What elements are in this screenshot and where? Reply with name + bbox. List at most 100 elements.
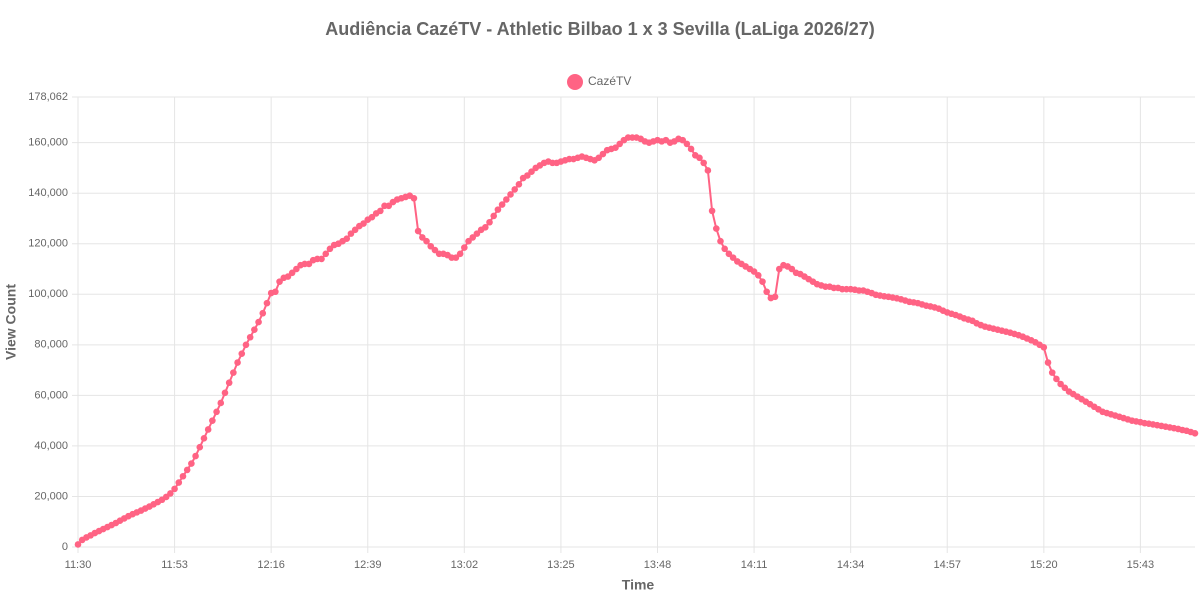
data-point (288, 269, 296, 277)
data-point (461, 244, 468, 251)
data-point (242, 341, 250, 349)
data-point (251, 326, 258, 333)
data-point (708, 207, 716, 215)
data-point (1048, 369, 1056, 376)
data-point (717, 237, 724, 245)
data-point (511, 186, 519, 193)
data-point (528, 168, 535, 176)
data-point (725, 250, 733, 258)
data-point (427, 242, 435, 250)
data-point (1061, 384, 1069, 392)
data-point (494, 206, 502, 213)
data-point (431, 246, 439, 254)
data-point (183, 466, 191, 474)
y-tick-label: 160,000 (28, 137, 68, 149)
data-point (683, 140, 691, 148)
data-point (74, 541, 82, 548)
data-point (486, 218, 493, 226)
data-point (465, 237, 472, 245)
data-point (788, 265, 796, 273)
x-axis-title: Time (622, 577, 655, 593)
data-point (293, 265, 300, 273)
data-point (259, 309, 267, 317)
data-point (700, 159, 707, 167)
data-point (255, 318, 262, 326)
y-tick-label: 20,000 (34, 490, 68, 502)
data-point (385, 202, 393, 210)
data-point (414, 227, 422, 235)
data-point (687, 145, 695, 153)
data-point (200, 435, 208, 442)
data-point (515, 181, 523, 188)
data-point (246, 333, 254, 341)
x-tick-label: 14:11 (741, 559, 768, 571)
data-point (1053, 375, 1060, 383)
data-point (490, 212, 498, 220)
data-point (377, 207, 384, 215)
data-point (326, 245, 334, 253)
legend-label: CazéTV (588, 74, 631, 88)
data-point (503, 196, 510, 203)
y-tick-label: 80,000 (34, 339, 68, 351)
x-tick-label: 12:16 (257, 559, 285, 571)
data-point (721, 245, 728, 253)
data-point (729, 254, 737, 261)
data-point (305, 260, 313, 268)
x-tick-label: 15:20 (1030, 559, 1058, 571)
data-point (469, 234, 477, 241)
data-point (318, 255, 325, 263)
data-point (238, 350, 246, 357)
data-point (750, 268, 758, 275)
data-point (209, 417, 216, 424)
x-tick-label: 12:39 (354, 559, 382, 571)
x-tick-label: 14:34 (837, 559, 865, 571)
x-tick-label: 11:30 (65, 559, 92, 571)
data-point (225, 379, 233, 387)
data-point (171, 485, 178, 493)
data-point (456, 250, 464, 258)
y-tick-label: 100,000 (28, 288, 68, 300)
data-point (1057, 380, 1064, 388)
data-point (196, 443, 204, 451)
data-point (754, 272, 762, 279)
data-point (284, 273, 292, 280)
data-point (595, 154, 603, 162)
data-point (696, 154, 703, 162)
x-tick-label: 13:48 (644, 559, 672, 571)
y-tick-label: 178,062 (28, 91, 68, 103)
data-point (679, 136, 686, 144)
data-point (1191, 429, 1199, 437)
y-tick-label: 120,000 (28, 238, 68, 250)
data-point (221, 389, 229, 397)
data-point (192, 452, 199, 460)
data-point (175, 479, 183, 486)
data-point (351, 226, 359, 234)
data-point (343, 235, 351, 242)
data-point (704, 167, 712, 174)
data-point (360, 220, 367, 227)
data-point (473, 230, 481, 237)
data-point (612, 144, 619, 152)
data-point (230, 369, 237, 376)
data-point (347, 230, 355, 237)
x-tick-label: 15:43 (1127, 559, 1155, 571)
data-point (276, 278, 283, 285)
y-tick-label: 0 (62, 541, 68, 553)
data-point (616, 140, 624, 148)
data-point (322, 250, 330, 258)
data-point (167, 490, 174, 497)
data-point (263, 299, 271, 307)
data-point (217, 399, 225, 407)
data-point (234, 359, 241, 366)
x-tick-label: 14:57 (933, 559, 961, 571)
data-point (763, 288, 770, 296)
data-point (1040, 344, 1048, 351)
data-point (204, 426, 212, 433)
x-tick-label: 13:25 (547, 559, 575, 571)
data-point (759, 278, 766, 285)
y-tick-label: 60,000 (34, 389, 68, 401)
data-point (213, 408, 220, 416)
data-point (272, 288, 279, 296)
data-point (712, 225, 720, 232)
